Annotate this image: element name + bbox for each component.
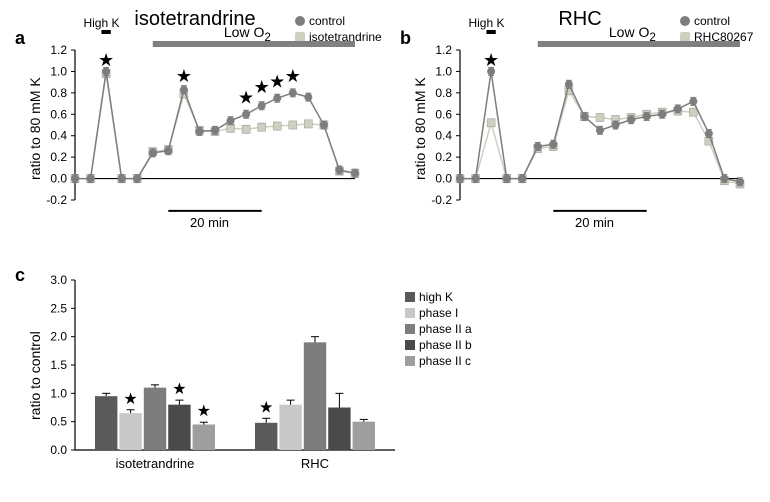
panel-b-plot: -0.2 0.0 0.2 0.4 0.6 0.8 1.0 1.2 ★ (400, 10, 760, 230)
svg-text:3.0: 3.0 (50, 273, 67, 287)
svg-text:0.2: 0.2 (50, 150, 67, 164)
svg-text:1.2: 1.2 (435, 43, 452, 57)
panel-a-plot: -0.20.00.20.40.60.81.01.2★★★★★★ (15, 10, 375, 230)
svg-text:★: ★ (98, 50, 114, 70)
legend-item: high K (405, 290, 472, 304)
svg-text:★: ★ (483, 50, 499, 70)
svg-text:0.8: 0.8 (435, 86, 452, 100)
svg-text:★: ★ (269, 72, 285, 92)
svg-text:0.5: 0.5 (50, 415, 67, 429)
svg-text:★: ★ (238, 88, 254, 108)
svg-text:1.2: 1.2 (50, 43, 67, 57)
svg-text:-0.2: -0.2 (431, 193, 452, 207)
svg-text:0.6: 0.6 (50, 107, 67, 121)
svg-text:★: ★ (123, 391, 137, 408)
legend-label: phase I (419, 306, 458, 320)
svg-text:0.0: 0.0 (50, 443, 67, 457)
svg-text:★: ★ (285, 66, 301, 86)
svg-text:2.5: 2.5 (50, 301, 67, 315)
svg-text:★: ★ (172, 381, 186, 398)
svg-text:0.8: 0.8 (50, 86, 67, 100)
panel-b: b RHC ratio to 80 mM K High K Low O2 con… (400, 10, 760, 230)
svg-text:★: ★ (259, 399, 273, 416)
svg-text:1.0: 1.0 (50, 386, 67, 400)
svg-text:1.0: 1.0 (435, 64, 452, 78)
legend-item: phase II c (405, 354, 472, 368)
panel-a-scalebar-label: 20 min (190, 215, 229, 230)
panel-b-scalebar-label: 20 min (575, 215, 614, 230)
svg-text:2.0: 2.0 (50, 330, 67, 344)
legend-item: phase II b (405, 338, 472, 352)
figure-root: a isotetrandrine ratio to 80 mM K High K… (0, 0, 770, 502)
svg-text:0.2: 0.2 (435, 150, 452, 164)
legend-label: phase II a (419, 322, 472, 336)
svg-text:★: ★ (197, 403, 211, 420)
svg-text:★: ★ (176, 66, 192, 86)
legend-label: high K (419, 290, 453, 304)
svg-text:-0.2: -0.2 (46, 193, 67, 207)
svg-text:0.4: 0.4 (50, 129, 67, 143)
legend-swatch (405, 340, 415, 350)
svg-text:1.5: 1.5 (50, 358, 67, 372)
svg-text:★: ★ (254, 77, 270, 97)
svg-text:RHC: RHC (301, 456, 329, 471)
legend-label: phase II b (419, 338, 472, 352)
legend-item: phase II a (405, 322, 472, 336)
svg-text:0.4: 0.4 (435, 129, 452, 143)
panel-c-legend: high K phase I phase II a phase II b phase I… (405, 290, 472, 370)
panel-a: a isotetrandrine ratio to 80 mM K High K… (15, 10, 375, 230)
svg-text:0.0: 0.0 (50, 172, 67, 186)
svg-text:1.0: 1.0 (50, 64, 67, 78)
legend-swatch (405, 356, 415, 366)
legend-swatch (405, 324, 415, 334)
legend-swatch (405, 292, 415, 302)
svg-text:isotetrandrine: isotetrandrine (116, 456, 195, 471)
svg-text:0.6: 0.6 (435, 107, 452, 121)
svg-text:0.0: 0.0 (435, 172, 452, 186)
legend-item: phase I (405, 306, 472, 320)
legend-label: phase II c (419, 354, 471, 368)
legend-swatch (405, 308, 415, 318)
panel-c: c ratio to control 0.00.51.01.52.02.53.0… (15, 260, 535, 490)
